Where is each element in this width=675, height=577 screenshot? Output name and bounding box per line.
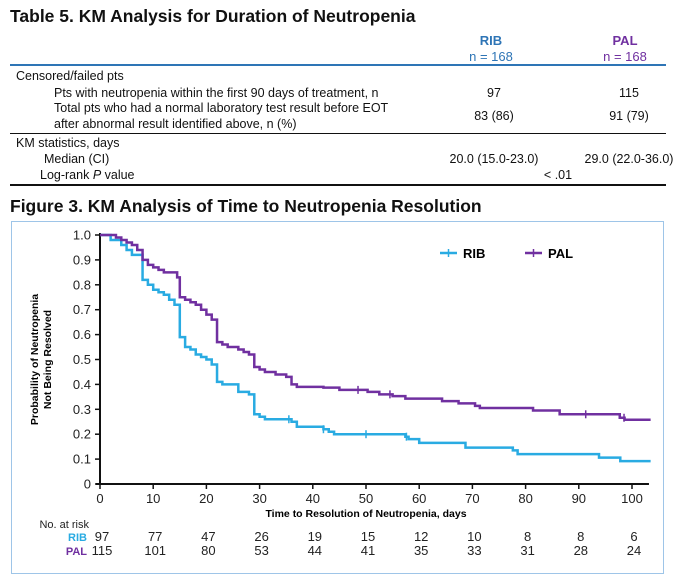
at-risk-value: 33 [467,543,481,558]
cell-rib: 20.0 (15.0-23.0) [449,152,539,166]
x-tick-label: 100 [621,491,643,506]
cell-pal: 91 (79) [609,109,649,123]
at-risk-value: 35 [414,543,428,558]
at-risk-value: 15 [361,529,375,544]
x-tick-label: 70 [465,491,479,506]
x-tick-label: 0 [96,491,103,506]
x-tick-label: 60 [412,491,426,506]
at-risk-value: 8 [577,529,584,544]
at-risk-value: 28 [574,543,588,558]
at-risk-value: 77 [148,529,162,544]
header-rule [10,64,666,66]
cell-rib: 83 (86) [474,109,514,123]
at-risk-series-pal: PAL [66,546,87,558]
x-tick-label: 90 [572,491,586,506]
row-label: Median (CI) [44,152,110,166]
col-rib-name: RIB [479,33,503,48]
at-risk-value: 19 [308,529,322,544]
row-label: KM statistics, days [16,136,120,150]
at-risk-series-rib: RIB [68,532,87,544]
cell-pal: 29.0 (22.0-36.0) [584,152,674,166]
y-tick-label: 0.6 [73,327,91,342]
label-text: Log-rank [40,168,93,182]
col-pal-name: PAL [612,33,638,48]
y-tick-label: 0.9 [73,252,91,267]
x-tick-label: 20 [199,491,213,506]
km-curve-pal [100,233,651,422]
label-after: value [101,168,135,182]
x-tick-label: 10 [146,491,160,506]
col-pal-header: PAL n = 168 [570,33,675,65]
label-italic: P [92,168,102,182]
y-tick-label: 0.8 [73,277,91,292]
at-risk-value: 101 [144,543,166,558]
col-rib-header: RIB n = 168 [436,33,546,65]
y-tick-label: 0.4 [73,377,91,392]
at-risk-value: 8 [524,529,531,544]
x-tick-label: 80 [518,491,532,506]
at-risk-value: 10 [467,529,481,544]
at-risk-value: 41 [361,543,375,558]
y-tick-label: 0.2 [73,427,91,442]
y-axis-label: Probability of NeutropeniaNot Being Reso… [29,294,54,425]
km-curve-rib [100,233,651,463]
col-pal-n: n = 168 [603,49,647,64]
legend-label-rib: RIB [463,246,485,261]
row-label: Total pts who had a normal laboratory te… [54,101,389,115]
bottom-rule [10,184,666,186]
at-risk-value: 44 [308,543,322,558]
divider [10,133,666,134]
y-tick-label: 0.1 [73,452,91,467]
at-risk-label: No. at risk [39,519,89,531]
y-tick-label: 0.7 [73,302,91,317]
figure-frame [11,221,664,574]
col-rib-n: n = 168 [469,49,513,64]
at-risk-value: 26 [254,529,268,544]
row-label-2: after abnormal result identified above, … [54,117,297,131]
y-tick-label: 0 [84,477,91,492]
at-risk-value: 115 [92,543,113,558]
figure-title: Figure 3. KM Analysis of Time to Neutrop… [10,196,482,216]
x-axis-label: Time to Resolution of Neutropenia, days [265,508,466,520]
cell-pvalue: < .01 [543,168,573,182]
at-risk-value: 80 [201,543,215,558]
at-risk-value: 6 [630,529,637,544]
x-tick-label: 50 [359,491,373,506]
at-risk-value: 97 [95,529,109,544]
at-risk-value: 12 [414,529,428,544]
at-risk-value: 47 [201,529,215,544]
table-title: Table 5. KM Analysis for Duration of Neu… [10,6,416,26]
x-tick-label: 40 [306,491,320,506]
y-tick-label: 1.0 [73,228,91,243]
at-risk-value: 31 [520,543,534,558]
row-label: Censored/failed pts [16,69,124,83]
cell-rib: 97 [487,86,501,100]
at-risk-value: 24 [627,543,641,558]
legend-label-pal: PAL [548,246,573,261]
x-tick-label: 30 [252,491,266,506]
row-label: Log-rank P value [40,168,135,183]
row-label: Pts with neutropenia within the first 90… [54,86,379,100]
at-risk-value: 53 [254,543,268,558]
cell-pal: 115 [619,86,639,100]
y-tick-label: 0.5 [73,352,91,367]
y-tick-label: 0.3 [73,402,91,417]
